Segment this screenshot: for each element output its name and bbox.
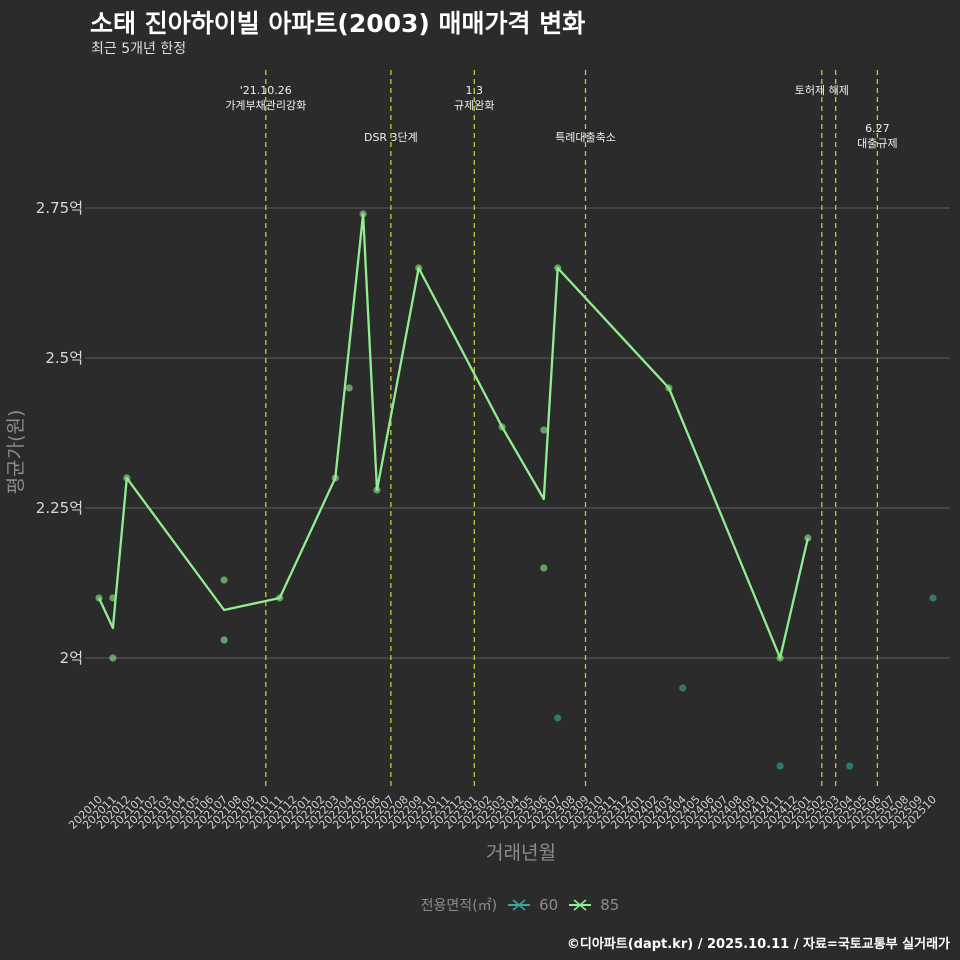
data-series: [95, 210, 937, 770]
event-label: 1.3: [466, 84, 484, 97]
legend-item-60: 60: [507, 895, 558, 915]
y-tick-labels: 2억 2.25억 2.5억 2.75억: [36, 199, 83, 667]
event-label: 규제완화: [454, 99, 494, 112]
event-label: 대출규제: [857, 137, 897, 150]
data-point-85: [109, 654, 117, 662]
y-tick-label: 2.5억: [45, 349, 83, 367]
data-point-85: [123, 474, 131, 482]
data-point-85: [804, 534, 812, 542]
legend-key-85-icon: [569, 899, 592, 911]
legend-title: 전용면적(㎡): [420, 898, 498, 914]
chart-title: 소태 진아하이빌 아파트(2003) 매매가격 변화: [90, 9, 586, 38]
y-axis-title: 평균가(원): [5, 410, 27, 495]
legend-label-60: 60: [539, 896, 559, 914]
data-point-85: [415, 264, 423, 272]
y-tick-label: 2.25억: [36, 499, 83, 517]
event-label: 6.27: [865, 122, 890, 135]
data-point-60: [679, 684, 687, 692]
chart-subtitle: 최근 5개년 한정: [91, 41, 187, 57]
data-point-85: [776, 654, 784, 662]
credit-text: ©디아파트(dapt.kr) / 2025.10.11 / 자료=국토교통부 실…: [566, 937, 950, 952]
series-line-85: [97, 212, 810, 660]
legend: 전용면적(㎡) 60 85: [0, 895, 960, 915]
x-axis-title: 거래년월: [486, 842, 556, 864]
legend-key-60-icon: [508, 899, 531, 911]
data-point-85: [540, 564, 548, 572]
data-point-60: [776, 762, 784, 770]
y-tick-label: 2억: [60, 649, 83, 667]
data-point-60: [846, 762, 854, 770]
grid-lines: [85, 207, 950, 659]
event-label: 특례대출축소: [555, 131, 616, 144]
data-point-85: [276, 594, 284, 602]
legend-item-85: 85: [568, 895, 619, 915]
data-point-85: [540, 426, 548, 434]
event-label: 토허제 해제: [795, 83, 849, 97]
data-point-85: [665, 384, 673, 392]
legend-label-85: 85: [600, 896, 620, 914]
data-point-60: [929, 594, 937, 602]
event-label: 가계부채관리강화: [225, 99, 306, 112]
data-point-85: [95, 594, 103, 602]
y-tick-label: 2.75억: [36, 199, 83, 217]
data-point-85: [220, 636, 228, 644]
x-tick-labels: 2020102020112020122021012021022021032021…: [66, 793, 939, 832]
data-point-85: [331, 474, 339, 482]
data-point-85: [220, 576, 228, 584]
data-point-85: [359, 210, 367, 218]
data-point-85: [109, 594, 117, 602]
data-point-85: [554, 264, 562, 272]
data-point-85: [498, 423, 506, 431]
data-point-85: [373, 486, 381, 494]
event-label: DSR 3단계: [364, 131, 418, 144]
data-point-60: [554, 714, 562, 722]
event-label: '21.10.26: [240, 84, 292, 97]
data-point-85: [345, 384, 353, 392]
